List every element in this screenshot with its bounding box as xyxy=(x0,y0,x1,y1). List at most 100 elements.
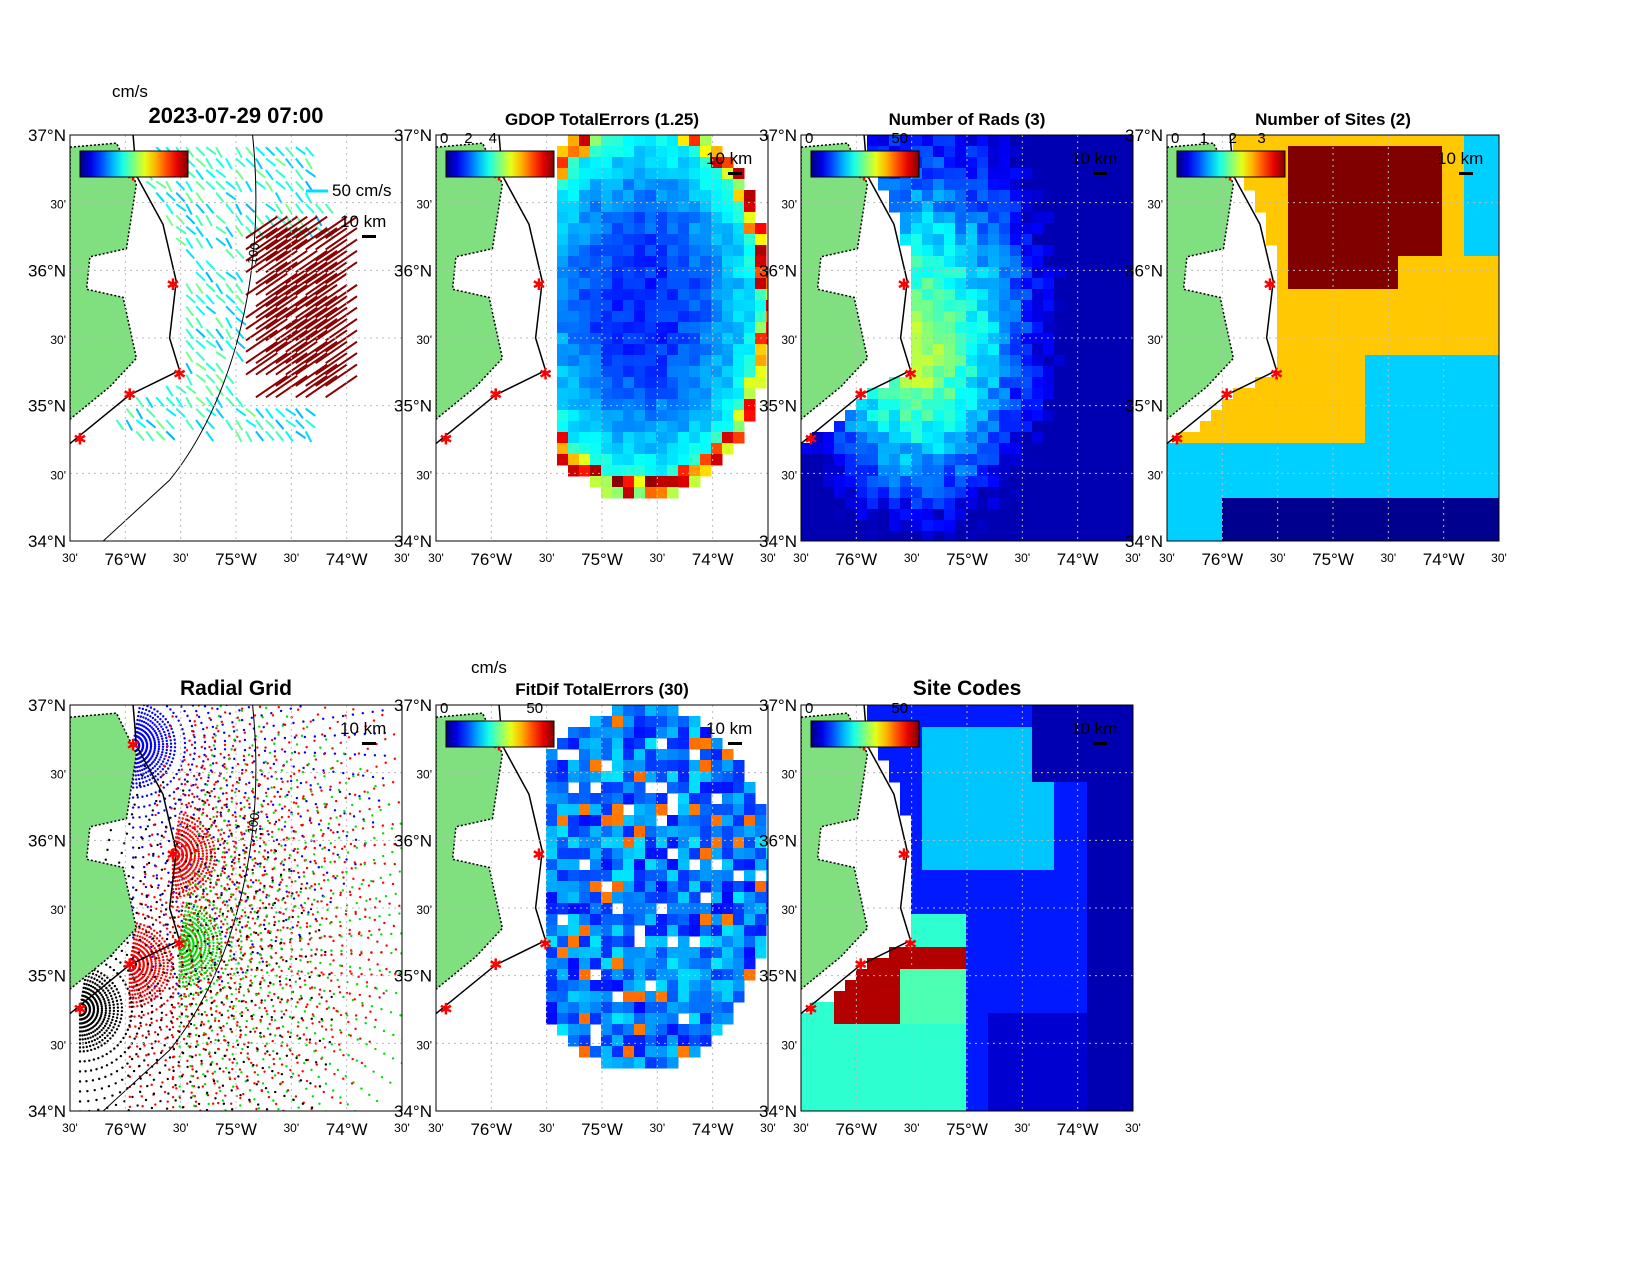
heatmap-cell xyxy=(1065,146,1077,158)
heatmap-cell xyxy=(823,509,835,521)
radial-grid-point xyxy=(327,638,329,640)
heatmap-cell xyxy=(1453,223,1465,235)
heatmap-cell xyxy=(656,168,668,180)
heatmap-cell xyxy=(1087,476,1099,488)
heatmap-cell xyxy=(557,355,569,367)
heatmap-cell xyxy=(1065,300,1077,312)
heatmap-cell xyxy=(812,476,824,488)
radial-grid-point xyxy=(173,506,175,508)
heatmap-cell xyxy=(1343,520,1355,532)
site-marker-icon: ✱ xyxy=(1170,432,1183,449)
radial-grid-point xyxy=(213,755,216,758)
heatmap-cell xyxy=(1021,223,1033,235)
heatmap-cell xyxy=(845,443,857,455)
radial-grid-point xyxy=(193,806,197,810)
heatmap-cell xyxy=(689,432,701,444)
heatmap-cell xyxy=(1043,157,1055,169)
radial-grid-point xyxy=(171,661,173,663)
heatmap-cell xyxy=(557,300,569,312)
radial-grid-point xyxy=(188,824,192,828)
heatmap-cell xyxy=(1266,498,1278,510)
heatmap-cell xyxy=(1376,135,1388,147)
heatmap-cell xyxy=(933,487,945,499)
radial-grid-point xyxy=(199,987,202,990)
heatmap-cell xyxy=(1299,432,1311,444)
radial-grid-point xyxy=(153,713,157,716)
heatmap-cell xyxy=(1464,476,1476,488)
radial-grid-point xyxy=(223,766,226,769)
current-vector xyxy=(215,271,226,281)
heatmap-cell xyxy=(889,421,901,433)
heatmap-cell xyxy=(744,300,756,312)
heatmap-cell xyxy=(1409,399,1421,411)
radial-grid-point xyxy=(152,752,155,756)
radial-grid-point xyxy=(156,604,158,606)
radial-grid-point xyxy=(283,736,287,740)
heatmap-cell xyxy=(1021,333,1033,345)
radial-grid-point xyxy=(250,716,254,719)
radial-grid-point xyxy=(249,544,251,546)
radial-grid-point xyxy=(200,721,203,725)
radial-grid-point xyxy=(194,639,196,641)
heatmap-cell xyxy=(944,278,956,290)
radial-grid-point xyxy=(131,836,135,839)
radial-grid-point xyxy=(167,839,171,843)
heatmap-cell xyxy=(1486,311,1498,323)
heatmap-cell xyxy=(1354,322,1366,334)
heatmap-cell xyxy=(1054,399,1066,411)
heatmap-cell xyxy=(933,256,945,268)
radial-grid-point xyxy=(296,785,299,789)
heatmap-cell xyxy=(1387,256,1399,268)
radial-grid-point xyxy=(131,886,135,889)
current-vector xyxy=(324,203,334,215)
heatmap-cell xyxy=(933,201,945,213)
heatmap-cell xyxy=(557,157,569,169)
heatmap-cell xyxy=(601,157,613,169)
heatmap-cell xyxy=(1343,190,1355,202)
heatmap-cell xyxy=(722,377,734,389)
heatmap-cell xyxy=(1032,256,1044,268)
current-vector xyxy=(265,272,298,296)
heatmap-cell xyxy=(1354,344,1366,356)
heatmap-cell xyxy=(1288,520,1300,532)
heatmap-cell xyxy=(1065,157,1077,169)
heatmap-cell xyxy=(1277,520,1289,532)
heatmap-cell xyxy=(645,300,657,312)
heatmap-cell xyxy=(1032,520,1044,532)
radial-grid-point xyxy=(174,630,176,632)
current-vector xyxy=(215,362,224,374)
heatmap-cell xyxy=(823,498,835,510)
radial-grid-point xyxy=(209,848,212,852)
heatmap-cell xyxy=(966,520,978,532)
heatmap-cell xyxy=(1087,168,1099,180)
heatmap-cell xyxy=(1486,498,1498,510)
heatmap-cell xyxy=(1021,245,1033,257)
heatmap-cell xyxy=(601,190,613,202)
radial-grid-point xyxy=(326,660,328,662)
heatmap-cell xyxy=(933,322,945,334)
heatmap-cell xyxy=(1343,234,1355,246)
heatmap-cell xyxy=(1120,399,1132,411)
heatmap-cell xyxy=(645,344,657,356)
heatmap-cell xyxy=(568,223,580,235)
radial-grid-point xyxy=(252,945,255,949)
radial-grid-point xyxy=(347,777,351,780)
heatmap-cell xyxy=(645,190,657,202)
radial-grid-point xyxy=(203,740,207,744)
heatmap-cell xyxy=(1442,168,1454,180)
radial-grid-point xyxy=(165,726,168,729)
heatmap-cell xyxy=(1387,223,1399,235)
radial-grid-point xyxy=(182,792,185,796)
heatmap-cell xyxy=(1065,322,1077,334)
radial-grid-point xyxy=(193,752,196,755)
radial-grid-point xyxy=(262,841,266,844)
heatmap-cell xyxy=(1131,300,1133,312)
heatmap-cell xyxy=(1475,377,1487,389)
radial-grid-point xyxy=(196,830,199,833)
radial-grid-point xyxy=(163,691,165,693)
heatmap-cell xyxy=(955,443,967,455)
heatmap-cell xyxy=(1255,443,1267,455)
radial-grid-point xyxy=(151,766,155,770)
heatmap-cell xyxy=(1310,366,1322,378)
radial-grid-point xyxy=(273,992,276,996)
